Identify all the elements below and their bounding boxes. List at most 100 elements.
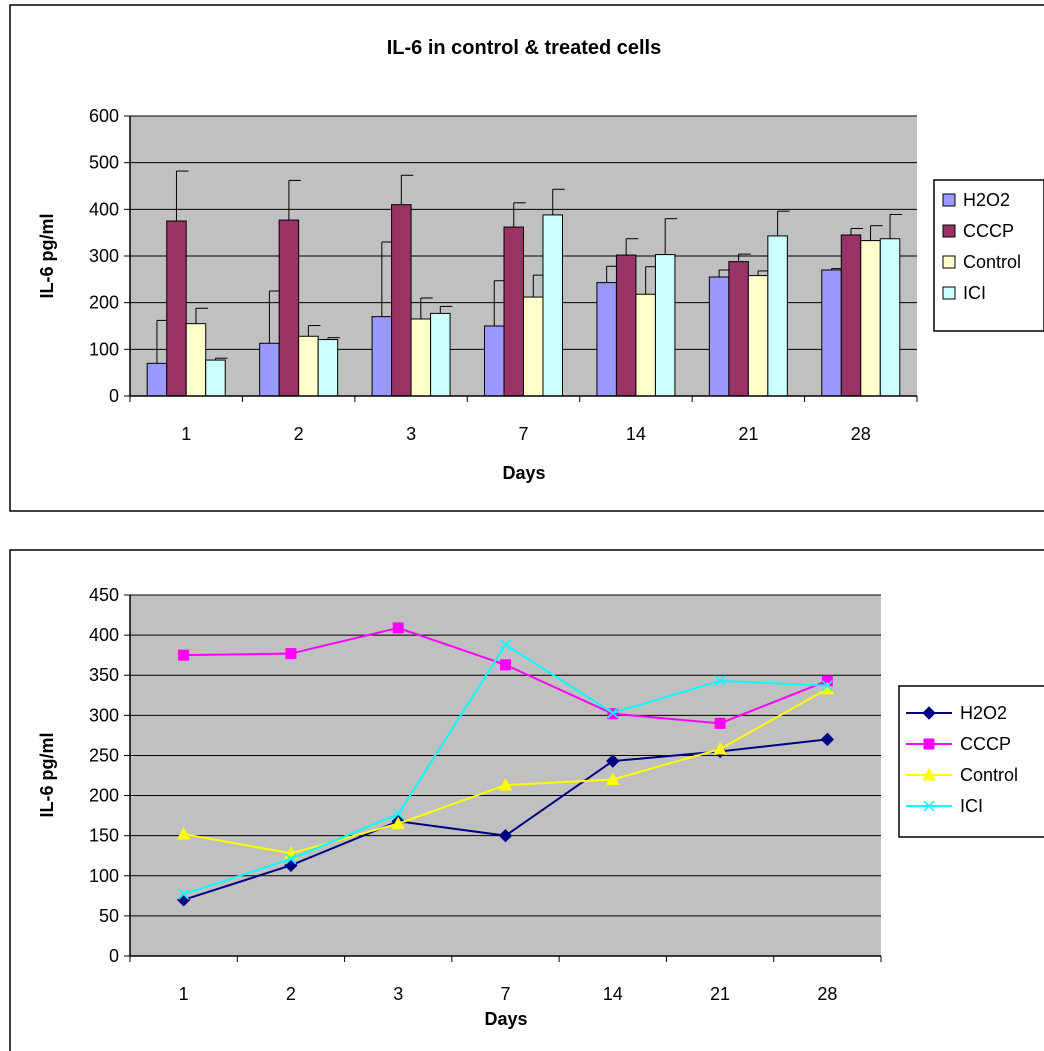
bar-h2o2 (596, 282, 617, 397)
bar-control (298, 335, 319, 397)
bar-ici (654, 254, 676, 397)
point-cccp (500, 659, 511, 671)
legend-label-h2o2: H2O2 (963, 190, 1010, 210)
line-y-axis-title: IL-6 pg/ml (37, 733, 57, 818)
point-h2o2 (606, 754, 620, 768)
bar-control (635, 293, 656, 397)
bar-h2o2 (484, 325, 505, 397)
line-x-tick-label: 7 (500, 984, 510, 1004)
legend-label-ici: ICI (963, 283, 986, 303)
point-control (391, 816, 406, 830)
legend-marker-cccp (923, 738, 935, 750)
bar-h2o2 (146, 362, 168, 397)
line-y-tick-label: 150 (89, 826, 119, 846)
legend-marker-control (922, 767, 936, 781)
bar-x-tick-label: 21 (738, 424, 758, 444)
bar-x-tick-label: 3 (406, 424, 416, 444)
bar-y-tick-label: 200 (89, 293, 119, 313)
point-ici (607, 707, 619, 719)
bar-h2o2 (259, 342, 280, 397)
line-x-tick-labels: 1 2 3 7 14 21 28 (179, 984, 838, 1004)
bar-x-tick-label: 1 (181, 424, 191, 444)
bar-ici (879, 238, 901, 397)
point-ici (178, 888, 190, 900)
bar-y-tick-label: 400 (89, 199, 119, 219)
bar-y-tick-label: 300 (89, 246, 119, 266)
line-x-axis-title: Days (484, 1009, 527, 1029)
point-control (713, 741, 727, 755)
bar-control (410, 318, 432, 397)
bar-legend: H2O2 CCCP Control ICI (942, 190, 1021, 303)
legend-swatch-ici (942, 286, 956, 300)
line-y-tick-label: 400 (89, 625, 119, 645)
legend-label-h2o2: H2O2 (960, 703, 1007, 723)
line-x-tick-label: 28 (817, 984, 837, 1004)
bar-y-tick-label: 500 (89, 153, 119, 173)
legend-label-cccp: CCCP (960, 734, 1011, 754)
bar-h2o2 (708, 276, 730, 397)
point-h2o2 (498, 828, 513, 843)
point-cccp (178, 649, 190, 661)
line-x-tick-label: 3 (393, 984, 403, 1004)
line-x-tick-label: 14 (603, 984, 623, 1004)
line-x-tick-label: 1 (179, 984, 189, 1004)
point-cccp (285, 648, 297, 660)
bar-chart-title: IL-6 in control & treated cells (387, 37, 662, 59)
point-h2o2 (820, 732, 835, 747)
bar-x-tick-label: 7 (518, 424, 528, 444)
bar-h2o2 (371, 316, 393, 397)
bar-ici (430, 312, 451, 397)
line-y-tick-labels: 0 50 100 150 200 250 300 350 400 450 (89, 585, 119, 966)
point-cccp (714, 717, 726, 729)
line-y-tick-label: 250 (89, 745, 119, 765)
line-axes (124, 594, 882, 962)
line-plot-area (130, 595, 881, 956)
line-legend-box (898, 685, 1044, 838)
line-y-tick-label: 200 (89, 786, 119, 806)
point-ici (285, 853, 297, 865)
bar-axes (124, 115, 918, 402)
legend-label-control: Control (960, 765, 1018, 785)
legend-swatch-cccp (942, 224, 956, 238)
bar-x-tick-label: 28 (851, 424, 871, 444)
legend-label-ici: ICI (960, 796, 983, 816)
bar-ici (317, 339, 339, 397)
line-legend: H2O2 CCCP Control ICI (906, 703, 1018, 816)
legend-swatch-h2o2 (942, 193, 956, 207)
point-ici (392, 808, 404, 820)
bar-control (860, 240, 881, 397)
bar-cccp (278, 219, 300, 397)
point-ici (714, 675, 726, 687)
bar-y-tick-label: 600 (89, 106, 119, 126)
bar-x-tick-labels: 1 2 3 7 14 21 28 (181, 424, 871, 444)
legend-marker-h2o2 (922, 706, 936, 720)
bar-y-tick-label: 100 (89, 339, 119, 359)
bar-y-tick-label: 0 (109, 386, 119, 406)
point-control (498, 778, 513, 791)
bar-chart: IL-6 in control & treated cells 0 100 200 3… (9, 4, 1044, 512)
bar-control (523, 296, 544, 397)
bar-ici (542, 214, 563, 397)
bar-x-axis-title: Days (502, 463, 545, 483)
line-chart: 0 50 100 150 200 250 300 350 400 450 1 2 3 7 14 21 28 D… (9, 549, 1044, 1051)
line-y-tick-label: 50 (99, 906, 119, 926)
bar-y-axis-title: IL-6 pg/ml (37, 214, 57, 299)
bar-cccp (728, 261, 749, 397)
bar-ici (767, 235, 788, 397)
bar-y-tick-labels: 0 100 200 300 400 500 600 (89, 106, 119, 406)
point-ici (499, 639, 512, 651)
bar-cccp (503, 226, 524, 397)
bar-control (185, 323, 207, 397)
line-x-tick-label: 2 (286, 984, 296, 1004)
bar-cccp (166, 220, 187, 397)
line-y-tick-label: 100 (89, 866, 119, 886)
point-ici (821, 680, 833, 692)
bar-h2o2 (821, 269, 842, 397)
point-control (176, 827, 191, 840)
line-y-tick-label: 300 (89, 705, 119, 725)
bar-x-tick-label: 14 (626, 424, 646, 444)
bar-cccp (840, 234, 862, 397)
bar-x-tick-label: 2 (294, 424, 304, 444)
bar-ici (205, 359, 226, 397)
legend-swatch-control (942, 255, 956, 269)
